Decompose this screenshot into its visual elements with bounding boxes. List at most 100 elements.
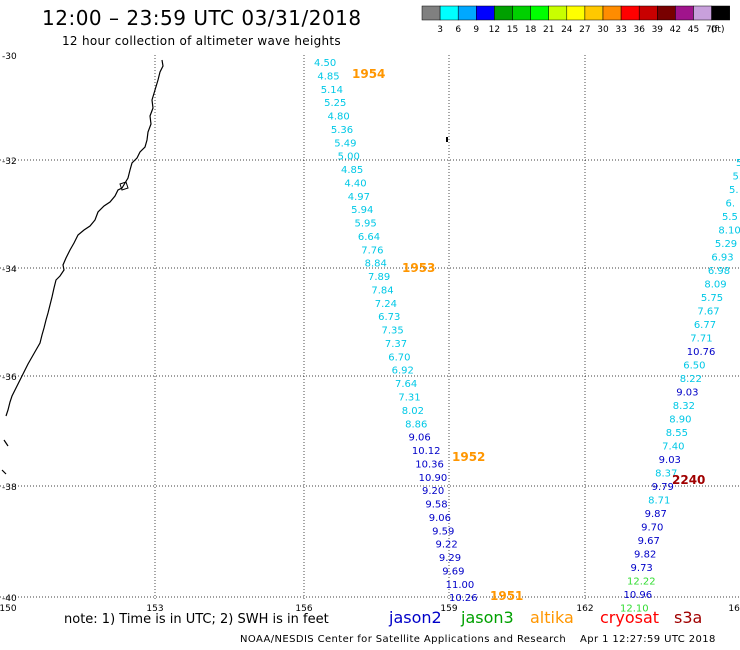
swh-value: 5.14 <box>321 85 343 96</box>
swh-value: 4.80 <box>328 112 350 123</box>
swh-value: 8.55 <box>666 428 688 439</box>
colorbar-tick-label: 6 <box>455 25 461 35</box>
legend-altika: altika <box>530 608 574 627</box>
lon-tick-label: 165 <box>728 604 740 614</box>
swh-value: 7.89 <box>368 272 390 283</box>
colorbar-swatch <box>711 5 730 21</box>
swh-value: 9.06 <box>409 433 431 444</box>
swh-value: 6.50 <box>683 361 705 372</box>
coastline <box>5 59 164 417</box>
swh-value: 10.76 <box>687 347 716 358</box>
swh-value: 5.36 <box>331 125 353 136</box>
swh-value: 10.90 <box>419 473 448 484</box>
swh-value: 10.12 <box>412 446 441 457</box>
lon-tick-label: 159 <box>440 604 457 614</box>
swh-value: 7.24 <box>375 299 397 310</box>
swh-value: 9.69 <box>442 566 464 577</box>
swh-value: 6. <box>725 199 735 210</box>
colorbar-swatch <box>530 5 549 21</box>
colorbar-swatch <box>657 5 676 21</box>
swh-value: 9.82 <box>634 550 656 561</box>
track-b: 5 5. 5. 6. 5.5 8.10 5.29 6.93 6.98 8.09 5.75 7.67 6.… <box>620 158 740 615</box>
colorbar-swatch <box>566 5 586 21</box>
colorbar-swatch <box>693 5 712 21</box>
swh-value: 8.86 <box>405 419 427 430</box>
swh-value: 6.73 <box>378 312 400 323</box>
colorbar-tick-label: 39 <box>652 25 664 35</box>
swh-value: 5.94 <box>351 205 373 216</box>
swh-value: 8.09 <box>704 280 726 291</box>
colorbar-tick-label: 15 <box>507 25 518 35</box>
swh-value: 9.58 <box>425 500 447 511</box>
swh-value: 7.76 <box>361 245 383 256</box>
colorbar-unit: (ft) <box>711 25 725 35</box>
swh-value: 7.37 <box>385 339 407 350</box>
swh-value: 9.06 <box>429 513 451 524</box>
swh-value: 4.97 <box>348 192 370 203</box>
swh-value: 8.84 <box>365 259 387 270</box>
swh-value: 7.35 <box>382 326 404 337</box>
colorbar-swatch <box>602 5 622 21</box>
swh-value: 6.92 <box>392 366 414 377</box>
swh-value: 9.29 <box>439 553 461 564</box>
swh-value: 9.87 <box>645 509 667 520</box>
colorbar-swatch <box>512 5 531 21</box>
colorbar-tick-label: 42 <box>670 25 681 35</box>
colorbar-tick-label: 30 <box>597 25 609 35</box>
swh-value: 5 <box>736 158 740 169</box>
swh-value: 7.64 <box>395 379 417 390</box>
swh-value: 5.75 <box>701 293 723 304</box>
lat-tick-label: -34 <box>2 265 17 275</box>
lat-tick-label: -30 <box>2 52 17 62</box>
colorbar-tick-label: 24 <box>561 25 573 35</box>
colorbar-tick-label: 18 <box>525 25 537 35</box>
page-title: 12:00 – 23:59 UTC 03/31/2018 <box>42 6 362 30</box>
pass-time-label: 1951 <box>490 589 523 603</box>
swh-value: 5.29 <box>715 239 737 250</box>
swh-value: 9.22 <box>436 540 458 551</box>
coastline-island <box>119 181 129 191</box>
lat-tick-label: -38 <box>2 483 17 493</box>
generated-timestamp: Apr 1 12:27:59 UTC 2018 <box>580 634 716 645</box>
swh-value: 6.77 <box>694 320 716 331</box>
swh-value: 5.49 <box>334 138 356 149</box>
swh-value: 7.40 <box>662 442 684 453</box>
lat-tick-label: -32 <box>2 157 17 167</box>
swh-value: 5. <box>729 185 739 196</box>
swh-value: 5.95 <box>355 219 377 230</box>
swh-value: 8.10 <box>718 226 740 237</box>
swh-value: 5.25 <box>324 98 346 109</box>
pass-time-label: 1954 <box>352 67 385 81</box>
swh-value: 6.70 <box>388 352 410 363</box>
swh-value: 5.00 <box>338 152 360 163</box>
colorbar-swatch <box>457 5 477 21</box>
swh-value: 6.64 <box>358 232 380 243</box>
swh-value: 9.73 <box>631 563 653 574</box>
swh-value: 9.20 <box>422 486 444 497</box>
coastline-fragment <box>1 439 9 475</box>
swh-value: 8.32 <box>673 401 695 412</box>
swh-value: 9.67 <box>638 536 660 547</box>
legend-s3a: s3a <box>674 608 703 627</box>
small-island <box>446 137 448 142</box>
swh-value: 9.70 <box>641 523 663 534</box>
colorbar: 3 6 9 12 15 18 21 24 27 30 33 36 39 42 45 70(ft) <box>421 5 730 35</box>
swh-value: 5.5 <box>722 212 738 223</box>
colorbar-tick-label: 3 <box>437 25 443 35</box>
swh-value: 7.31 <box>398 393 420 404</box>
swh-value: 8.02 <box>402 406 424 417</box>
swh-value: 9.03 <box>659 455 681 466</box>
footer-note: note: 1) Time is in UTC; 2) SWH is in fe… <box>64 612 329 627</box>
swh-value: 6.93 <box>711 253 733 264</box>
colorbar-swatch <box>421 5 441 21</box>
colorbar-swatch <box>476 5 495 21</box>
colorbar-swatch <box>584 5 604 21</box>
swh-value: 4.85 <box>341 165 363 176</box>
colorbar-tick-label: 12 <box>489 25 500 35</box>
swh-value: 8.90 <box>669 415 691 426</box>
swh-value: 12.10 <box>620 604 649 615</box>
page-subtitle: 12 hour collection of altimeter wave hei… <box>62 34 341 48</box>
swh-value: 8.22 <box>680 374 702 385</box>
